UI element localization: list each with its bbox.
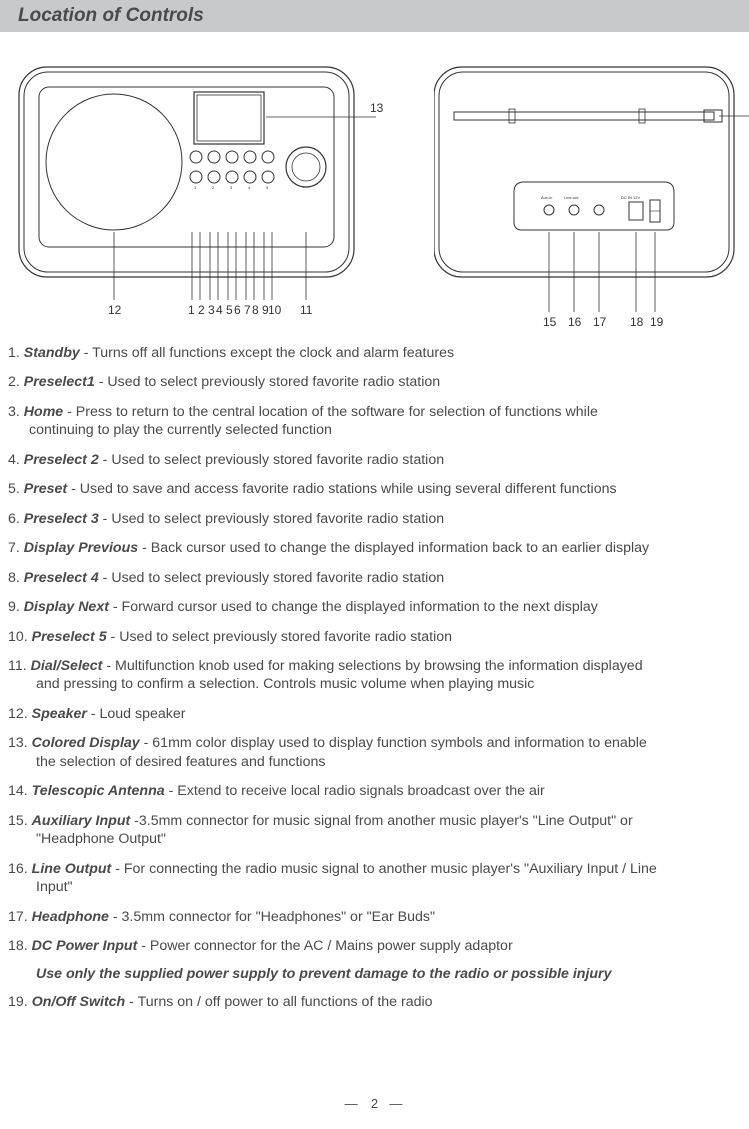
callout-15: 15 <box>543 315 557 329</box>
svg-text:DC IN 12V: DC IN 12V <box>621 195 640 200</box>
svg-text:Line-out: Line-out <box>564 195 579 200</box>
list-item: 17. Headphone - 3.5mm connector for "Hea… <box>8 908 743 926</box>
page-number: — 2 — <box>0 1096 749 1111</box>
list-item: 11. Dial/Select - Multifunction knob use… <box>8 657 743 694</box>
callout-6: 6 <box>234 303 241 317</box>
list-item: 5. Preset - Used to save and access favo… <box>8 480 743 498</box>
controls-list: 1. Standby - Turns off all functions exc… <box>0 332 749 1012</box>
callout-1: 1 <box>188 303 195 317</box>
callout-11: 11 <box>300 303 313 317</box>
list-item-19: 19. On/Off Switch - Turns on / off power… <box>8 993 743 1011</box>
list-item: 8. Preselect 4 - Used to select previous… <box>8 569 743 587</box>
svg-text:4: 4 <box>248 185 251 190</box>
callout-4: 4 <box>216 303 223 317</box>
svg-text:1: 1 <box>194 185 197 190</box>
svg-text:5: 5 <box>266 185 269 190</box>
callout-17: 17 <box>593 315 607 329</box>
diagrams-row: 1 2 3 4 5 12 1 2 <box>0 32 749 332</box>
callout-7: 7 <box>244 303 251 317</box>
list-item: 18. DC Power Input - Power connector for… <box>8 937 743 955</box>
callout-10: 10 <box>268 303 282 317</box>
list-item: 2. Preselect1 - Used to select previousl… <box>8 373 743 391</box>
rear-diagram: Aux-in Line-out DC IN 12V 14 15 16 17 18… <box>434 62 749 332</box>
list-item: 14. Telescopic Antenna - Extend to recei… <box>8 782 743 800</box>
list-item: 15. Auxiliary Input -3.5mm connector for… <box>8 812 743 849</box>
svg-text:3: 3 <box>230 185 233 190</box>
list-item: 9. Display Next - Forward cursor used to… <box>8 598 743 616</box>
callout-16: 16 <box>568 315 582 329</box>
list-item: 7. Display Previous - Back cursor used t… <box>8 539 743 557</box>
callout-3: 3 <box>208 303 215 317</box>
svg-text:2: 2 <box>212 185 215 190</box>
callout-12: 12 <box>108 303 122 317</box>
list-item: 13. Colored Display - 61mm color display… <box>8 734 743 771</box>
list-item: 4. Preselect 2 - Used to select previous… <box>8 451 743 469</box>
list-item: 16. Line Output - For connecting the rad… <box>8 860 743 897</box>
callout-18: 18 <box>630 315 644 329</box>
list-item: 10. Preselect 5 - Used to select previou… <box>8 628 743 646</box>
callout-5: 5 <box>226 303 233 317</box>
front-diagram: 1 2 3 4 5 12 1 2 <box>14 62 384 332</box>
page-title: Location of Controls <box>18 5 204 27</box>
list-item: 12. Speaker - Loud speaker <box>8 705 743 723</box>
callout-2: 2 <box>198 303 205 317</box>
header-band: Location of Controls <box>0 0 749 32</box>
svg-text:Aux-in: Aux-in <box>541 195 552 200</box>
callout-19: 19 <box>650 315 664 329</box>
callout-13: 13 <box>370 101 384 115</box>
list-item: 3. Home - Press to return to the central… <box>8 403 743 440</box>
list-item: 6. Preselect 3 - Used to select previous… <box>8 510 743 528</box>
callout-8: 8 <box>252 303 259 317</box>
power-warning: Use only the supplied power supply to pr… <box>8 966 743 982</box>
